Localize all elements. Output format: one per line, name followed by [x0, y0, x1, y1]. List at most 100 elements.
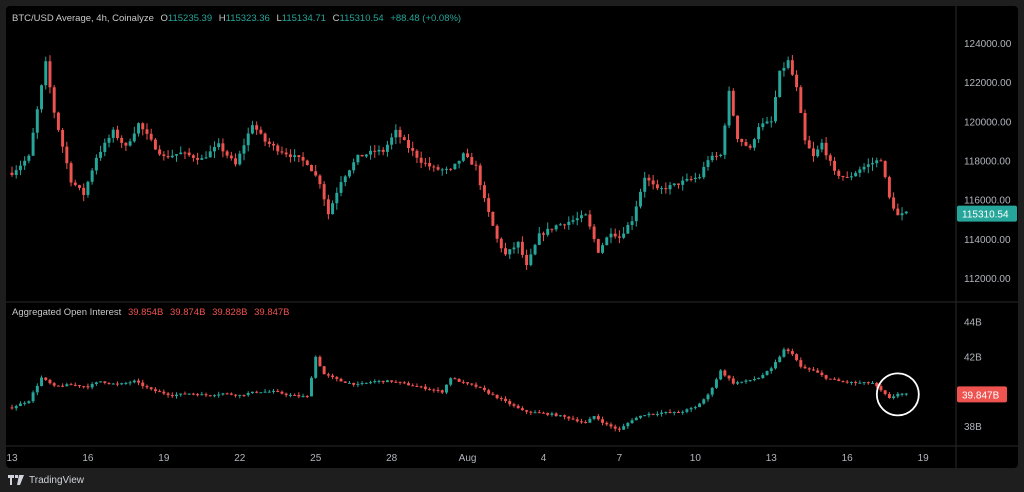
price-candle — [854, 172, 858, 177]
oi-candle — [221, 393, 225, 395]
price-candle — [200, 158, 204, 160]
price-candle — [727, 90, 731, 126]
oi-candle — [542, 412, 545, 414]
oi-candle — [512, 404, 516, 406]
oi-candle — [364, 382, 368, 384]
price-candle — [14, 170, 18, 175]
price-candle — [238, 153, 242, 165]
price-axis-tick: 124000.00 — [964, 39, 1012, 50]
price-candle — [162, 154, 166, 157]
price-candle — [280, 151, 284, 153]
highlight-circle — [875, 372, 920, 417]
last-price-label-bg — [957, 205, 1017, 222]
oi-candle — [529, 411, 533, 413]
price-candle — [516, 241, 520, 248]
oi-candle — [824, 375, 828, 379]
time-axis-tick: 13 — [766, 453, 778, 464]
price-candle — [381, 149, 385, 152]
oi-candle — [453, 378, 457, 380]
price-candle — [689, 178, 693, 180]
price-candle — [297, 155, 301, 157]
time-axis-tick: 19 — [158, 453, 170, 464]
price-candle — [423, 162, 427, 164]
oi-candle — [18, 403, 22, 407]
oi-candle — [305, 396, 309, 398]
price-candle — [748, 145, 752, 148]
oi-candle — [111, 383, 115, 385]
tradingview-footer[interactable]: TradingView — [8, 472, 84, 488]
price-candle — [820, 142, 824, 150]
price-candle — [314, 171, 318, 176]
oi-candle — [145, 386, 149, 388]
price-candle — [508, 249, 512, 255]
price-candle — [94, 157, 98, 171]
chart-area[interactable]: 124000.00 122000.00 120000.00 118000.00 1160… — [6, 6, 1018, 468]
price-candle — [90, 170, 94, 182]
oi-candle — [470, 383, 474, 385]
oi-candle — [567, 416, 571, 419]
time-axis-tick: 10 — [690, 453, 702, 464]
price-axis-tick: 120000.00 — [964, 117, 1012, 128]
price-candle — [892, 197, 896, 209]
price-candle — [293, 155, 297, 158]
oi-candle — [373, 381, 377, 383]
time-axis-tick: 25 — [310, 453, 322, 464]
price-candle — [115, 129, 119, 138]
price-candle — [617, 236, 621, 238]
price-candle — [453, 163, 457, 170]
price-candle — [187, 152, 191, 156]
oi-candle — [115, 383, 119, 385]
oi-candle — [786, 349, 790, 352]
price-candle — [73, 182, 77, 186]
oi-candle — [369, 382, 373, 384]
price-candle — [714, 155, 718, 157]
oi-candle — [440, 390, 444, 393]
price-candle — [356, 154, 360, 163]
price-candle — [896, 208, 900, 216]
price-candle — [229, 155, 233, 159]
price-candle — [398, 129, 402, 138]
oi-candle — [875, 382, 879, 387]
oi-candle — [69, 384, 73, 386]
oi-high-value: 39.874B — [170, 307, 206, 318]
oi-candle — [191, 393, 195, 395]
price-candle — [605, 237, 609, 246]
oi-candle — [428, 389, 432, 391]
oi-candle — [866, 382, 870, 384]
price-candle — [879, 160, 883, 162]
price-candle — [56, 112, 60, 130]
price-candle — [44, 61, 48, 86]
time-axis-tick: 16 — [82, 453, 94, 464]
time-axis-tick: 4 — [541, 453, 547, 464]
price-candle — [234, 158, 238, 165]
price-candle — [31, 132, 35, 156]
price-candle — [706, 160, 710, 167]
oi-axis-tick: 44B — [964, 318, 982, 329]
price-candle — [132, 133, 136, 142]
price-candle — [99, 151, 103, 158]
oi-candle — [360, 383, 364, 385]
price-candle — [769, 121, 773, 123]
oi-candle — [668, 411, 672, 413]
oi-candle — [845, 381, 849, 383]
oi-candle — [356, 383, 360, 385]
time-axis-tick: 22 — [234, 453, 246, 464]
price-candle — [904, 211, 908, 214]
oi-candle — [158, 391, 162, 393]
oi-candle — [630, 420, 634, 424]
oi-candle — [617, 428, 621, 430]
oi-candle — [904, 393, 908, 395]
oi-candle — [550, 413, 554, 415]
price-candle — [660, 188, 664, 190]
oi-candle — [672, 411, 676, 413]
price-candle — [757, 127, 761, 140]
oi-candle — [40, 377, 44, 386]
oi-candle — [229, 393, 233, 395]
oi-candle — [883, 390, 887, 395]
oi-candle — [744, 380, 748, 382]
price-candle — [305, 160, 309, 166]
oi-candle — [516, 405, 520, 409]
price-candle — [402, 137, 406, 140]
price-candle — [482, 185, 486, 199]
oi-candle — [769, 368, 773, 372]
